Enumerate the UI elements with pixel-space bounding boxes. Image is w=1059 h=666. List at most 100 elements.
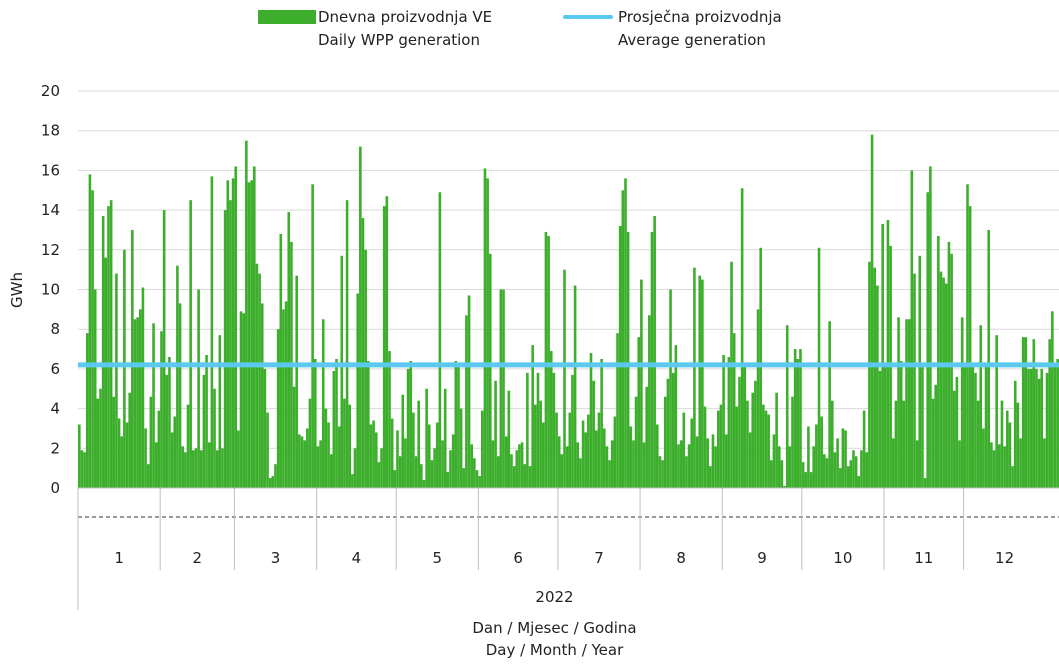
y-tick-label: 16 [41,161,60,179]
bar [709,466,712,488]
bar [295,275,299,488]
bar [982,428,985,488]
bar [730,261,733,488]
bar [152,323,155,488]
bar [465,315,468,488]
bar [125,422,129,488]
bar [1021,337,1025,488]
y-tick-label: 12 [41,241,60,259]
bar [510,454,513,488]
bar [687,444,691,488]
bar [340,255,344,488]
bar [377,462,381,488]
bar [459,408,463,488]
bar [626,231,630,488]
legend-label-hr: Dnevna proizvodnja VE [318,8,493,26]
bar [197,289,200,488]
bar [663,396,667,488]
bar [905,319,908,488]
bar [390,418,394,488]
bar [934,384,937,488]
bar [1048,339,1051,489]
month-label: 8 [676,549,686,567]
bar [767,414,770,488]
bar [536,372,540,488]
bar [194,448,198,488]
bar [618,225,622,489]
x-axis-label-hr: Dan / Mjesec / Godina [472,619,637,637]
bar [987,229,991,488]
bar [783,486,786,488]
bar [857,476,861,488]
bar [897,317,900,488]
bar [93,289,97,488]
bar [507,390,511,488]
bar [793,349,797,488]
bar [268,478,272,488]
bar [674,345,678,488]
bar [788,446,792,488]
bar [91,190,94,488]
bar [679,440,683,488]
bar [146,464,150,488]
bar [178,303,182,488]
bar [324,408,328,488]
bar [777,446,781,488]
bar [427,424,431,488]
bar [496,456,500,488]
bar [547,235,550,488]
bar [245,140,248,489]
month-label: 12 [995,549,1014,567]
bar [589,353,593,488]
bar [274,464,277,488]
bar [632,440,635,488]
bar [701,279,704,488]
bar [846,466,850,488]
bar [833,452,837,488]
bar [998,444,1001,488]
bar [812,446,816,488]
bar [247,182,251,488]
bar [616,333,619,488]
bar [621,190,625,488]
bar [602,428,606,488]
bar [372,420,375,488]
bar [223,210,227,488]
bar [544,231,548,488]
bar [133,319,137,488]
bar [475,470,479,488]
bar [398,456,402,488]
bar [401,394,405,488]
bar [404,438,407,489]
bar [345,200,349,488]
bar [420,464,423,488]
bar [292,386,296,488]
month-label: 4 [352,549,362,567]
bar [666,378,670,488]
bar [202,374,206,488]
bar [724,434,728,488]
bar [1003,446,1006,488]
bar [205,355,208,488]
bar [992,450,996,488]
bar [443,388,447,488]
bar [192,450,195,488]
bar [441,440,444,488]
bar [746,400,749,488]
bar [605,446,609,488]
bar [929,166,932,488]
bar [494,380,497,488]
bar [918,255,922,488]
bar [865,452,869,488]
bar [101,216,105,488]
bar [189,200,192,488]
bar [282,309,285,488]
bar [499,289,503,488]
bar [600,358,603,488]
bar [337,426,341,488]
bar [584,432,588,488]
bar [693,267,696,488]
bar [592,380,595,488]
bar [1016,402,1020,488]
